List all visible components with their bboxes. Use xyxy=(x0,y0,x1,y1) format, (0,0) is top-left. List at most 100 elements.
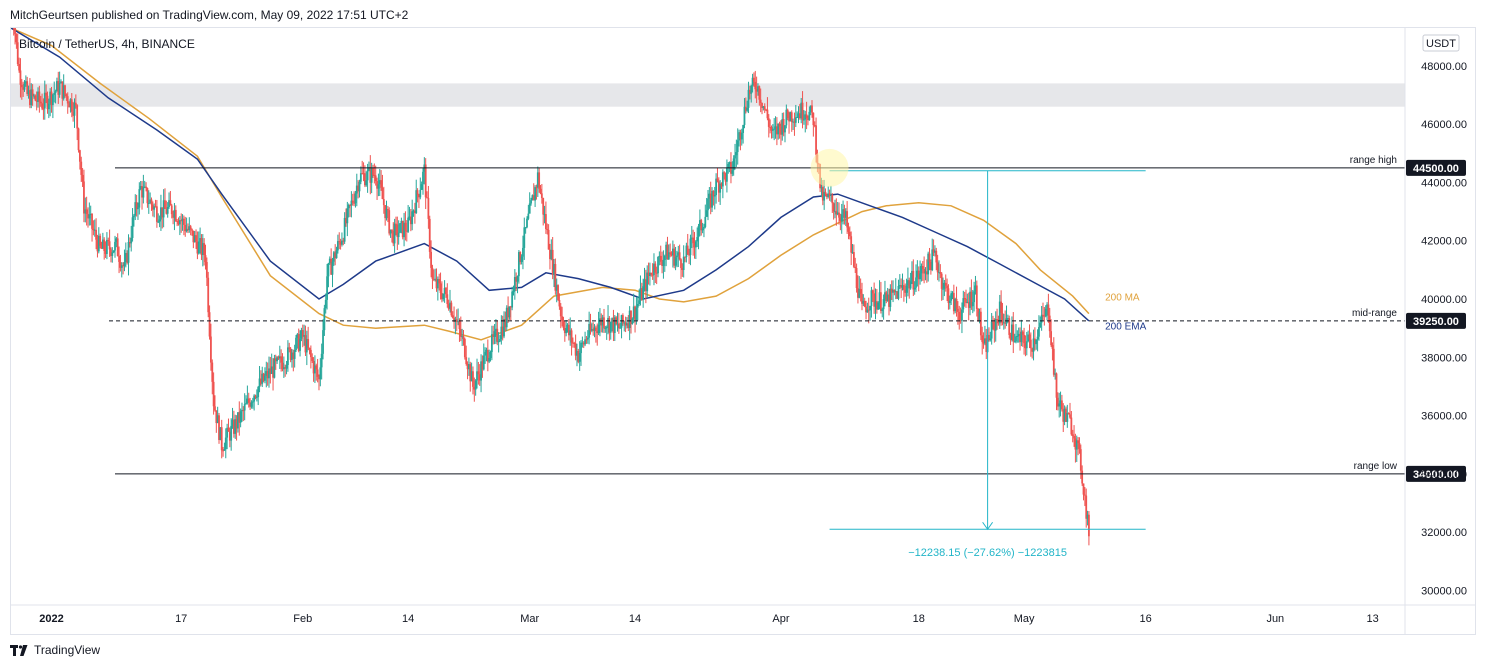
candle xyxy=(594,325,597,343)
candle-body xyxy=(274,358,277,362)
candle-body xyxy=(1044,308,1047,317)
candle xyxy=(50,86,53,113)
candle-body xyxy=(966,301,969,303)
candle xyxy=(692,229,695,256)
candle-body xyxy=(858,288,861,298)
candle xyxy=(110,247,112,263)
candle xyxy=(709,181,712,215)
candle xyxy=(977,307,980,322)
candle-body xyxy=(700,220,703,231)
candle-body xyxy=(535,187,538,189)
candle-body xyxy=(809,105,812,112)
candle xyxy=(331,257,334,288)
candle-body xyxy=(626,323,628,326)
candle xyxy=(243,393,246,421)
candle xyxy=(647,262,650,285)
candle-body xyxy=(830,194,832,196)
candle-body xyxy=(620,315,623,328)
candle-body xyxy=(511,291,514,308)
candlestick-chart[interactable]: range high44500.00mid-range39250.00range… xyxy=(11,28,1475,634)
candle xyxy=(882,294,885,320)
candle-body xyxy=(558,300,561,307)
candle-body xyxy=(894,291,897,293)
candle xyxy=(224,428,227,459)
candle xyxy=(654,261,657,284)
candle-body xyxy=(804,114,807,120)
candle-body xyxy=(874,301,877,307)
candle-body xyxy=(320,353,323,368)
candle-body xyxy=(689,238,692,256)
currency-badge[interactable] xyxy=(1422,34,1460,52)
candle xyxy=(516,275,519,294)
candle xyxy=(150,197,153,211)
candle-body xyxy=(407,217,410,232)
candle xyxy=(439,272,442,300)
candle xyxy=(84,197,87,223)
candle-body xyxy=(842,209,844,215)
candle-body xyxy=(178,220,181,225)
candle-body xyxy=(638,300,641,304)
candle-body xyxy=(678,252,681,260)
candle-body xyxy=(200,238,203,256)
candle xyxy=(600,313,603,333)
candle xyxy=(376,177,378,200)
candle xyxy=(108,229,111,257)
candle xyxy=(289,346,292,363)
candle xyxy=(902,279,905,302)
candle-body xyxy=(835,211,838,215)
candle xyxy=(411,199,414,231)
candle-body xyxy=(284,367,287,369)
candle xyxy=(689,234,692,266)
candle xyxy=(1065,406,1067,423)
candle-body xyxy=(259,378,262,384)
candle xyxy=(839,213,842,231)
candle-body xyxy=(434,278,437,280)
candle-body xyxy=(1073,435,1075,439)
candle xyxy=(1061,394,1063,412)
candle-body xyxy=(426,197,428,199)
candle-body xyxy=(549,249,551,260)
candle xyxy=(777,123,780,140)
candle xyxy=(567,318,570,341)
candle xyxy=(867,297,870,324)
candle xyxy=(597,311,600,336)
highlight-circle xyxy=(810,148,849,187)
candle xyxy=(396,216,399,251)
candle xyxy=(885,290,888,304)
candle xyxy=(532,183,535,201)
candle xyxy=(582,341,585,349)
candle xyxy=(381,174,384,200)
candle-body xyxy=(893,289,896,293)
tradingview-logo-icon[interactable] xyxy=(10,644,29,656)
candle-body xyxy=(739,132,742,140)
candle-body xyxy=(419,189,422,198)
candle-body xyxy=(677,252,680,256)
candle-body xyxy=(301,330,304,337)
candle-body xyxy=(909,281,912,289)
candle xyxy=(975,280,978,317)
candle xyxy=(643,267,646,292)
candle-body xyxy=(303,335,306,337)
candle-body xyxy=(1055,373,1058,398)
candle xyxy=(46,91,49,114)
candle-body xyxy=(490,334,493,353)
candle xyxy=(262,372,265,383)
candle-body xyxy=(958,311,961,321)
candle-body xyxy=(708,193,711,199)
candle xyxy=(576,343,578,367)
candle-body xyxy=(950,293,953,301)
candle xyxy=(66,92,69,114)
candle xyxy=(490,325,493,361)
price-tick-label: 30000.00 xyxy=(1421,585,1467,597)
candle xyxy=(104,241,107,258)
candle xyxy=(330,248,333,275)
candle xyxy=(566,323,569,333)
candle-body xyxy=(820,187,823,189)
candle xyxy=(14,28,16,45)
candle-body xyxy=(627,323,630,329)
candle xyxy=(303,324,306,346)
candle-body xyxy=(770,127,773,131)
candle-body xyxy=(84,209,87,214)
candle-body xyxy=(318,376,320,380)
candle-body xyxy=(68,103,70,108)
